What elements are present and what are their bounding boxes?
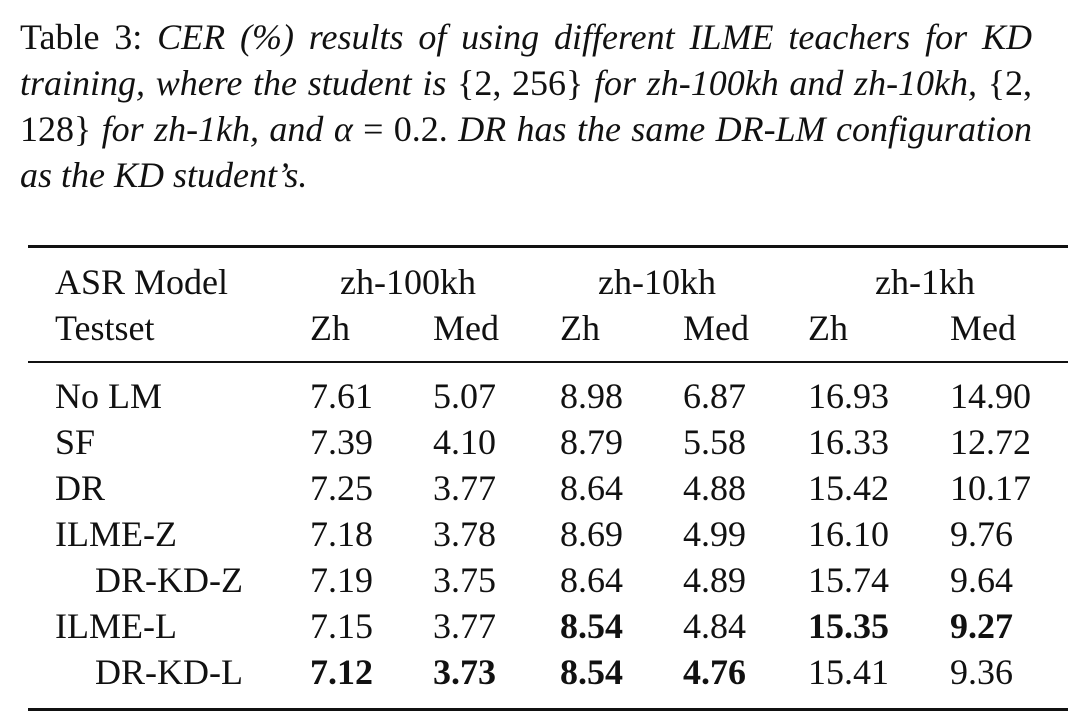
table-cell: 7.39 — [310, 422, 373, 462]
row-label: DR — [55, 468, 106, 508]
table-cell: 3.77 — [433, 606, 496, 646]
caption-text: for zh-1kh, and — [101, 109, 324, 149]
table-cell: 12.72 — [950, 422, 1031, 462]
group-header: zh-100kh — [340, 262, 476, 302]
column-header: Zh — [808, 308, 848, 348]
table-cell: 5.07 — [433, 376, 496, 416]
table-cell: 4.10 — [433, 422, 496, 462]
table-cell: 3.73 — [433, 652, 496, 692]
caption-label: Table 3: — [20, 17, 143, 57]
group-header: zh-1kh — [875, 262, 975, 302]
table-cell: 8.69 — [560, 514, 623, 554]
row-label: SF — [55, 422, 96, 462]
table-cell: 9.64 — [950, 560, 1013, 600]
row-label: DR-KD-L — [95, 652, 243, 692]
table-cell: 7.15 — [310, 606, 373, 646]
table-cell: 7.12 — [310, 652, 373, 692]
table-cell: 8.79 — [560, 422, 623, 462]
caption: Table 3: CER (%) results of using differ… — [20, 14, 1032, 198]
table-cell: 4.89 — [683, 560, 746, 600]
caption-text: CER (%) results of using different ILME … — [20, 17, 1033, 103]
table-cell: 14.90 — [950, 376, 1031, 416]
caption-math: = 0.2. — [363, 109, 448, 149]
header-label: Testset — [55, 308, 155, 348]
table-cell: 15.42 — [808, 468, 889, 508]
table-cell: 16.93 — [808, 376, 889, 416]
row-label: No LM — [55, 376, 162, 416]
caption-math: {2, 256} — [457, 63, 584, 103]
table-cell: 7.61 — [310, 376, 373, 416]
table-cell: 8.64 — [560, 560, 623, 600]
table-cell: 7.19 — [310, 560, 373, 600]
caption-text: for zh-100kh and zh-10kh, — [594, 63, 978, 103]
table-cell: 4.99 — [683, 514, 746, 554]
row-label: ILME-L — [55, 606, 177, 646]
table-cell: 5.58 — [683, 422, 746, 462]
table-cell: 3.75 — [433, 560, 496, 600]
table-cell: 15.41 — [808, 652, 889, 692]
table-cell: 9.27 — [950, 606, 1013, 646]
table-cell: 4.88 — [683, 468, 746, 508]
table-cell: 15.35 — [808, 606, 889, 646]
caption-math: α — [333, 109, 353, 149]
table-cell: 3.77 — [433, 468, 496, 508]
table-cell: 8.54 — [560, 652, 623, 692]
table-cell: 9.76 — [950, 514, 1013, 554]
caption-math: {2, 128} — [20, 63, 1033, 149]
table-cell: 15.74 — [808, 560, 889, 600]
table-cell: 8.98 — [560, 376, 623, 416]
table-cell: 4.76 — [683, 652, 746, 692]
table-cell: 9.36 — [950, 652, 1013, 692]
column-header: Zh — [560, 308, 600, 348]
group-header: zh-10kh — [598, 262, 716, 302]
header-label: ASR Model — [55, 262, 229, 302]
table-cell: 4.84 — [683, 606, 746, 646]
column-header: Med — [683, 308, 749, 348]
top-rule — [28, 245, 1068, 248]
table-cell: 3.78 — [433, 514, 496, 554]
table-cell: 10.17 — [950, 468, 1031, 508]
mid-rule — [28, 361, 1068, 363]
table-cell: 8.64 — [560, 468, 623, 508]
table-cell: 16.33 — [808, 422, 889, 462]
table-cell: 6.87 — [683, 376, 746, 416]
table-cell: 7.25 — [310, 468, 373, 508]
column-header: Med — [433, 308, 499, 348]
table-cell: 8.54 — [560, 606, 623, 646]
table-cell: 16.10 — [808, 514, 889, 554]
column-header: Zh — [310, 308, 350, 348]
table-cell: 7.18 — [310, 514, 373, 554]
row-label: ILME-Z — [55, 514, 177, 554]
bottom-rule — [28, 708, 1068, 711]
caption-text: DR has the same DR-LM configuration as t… — [20, 109, 1033, 195]
column-header: Med — [950, 308, 1016, 348]
row-label: DR-KD-Z — [95, 560, 243, 600]
